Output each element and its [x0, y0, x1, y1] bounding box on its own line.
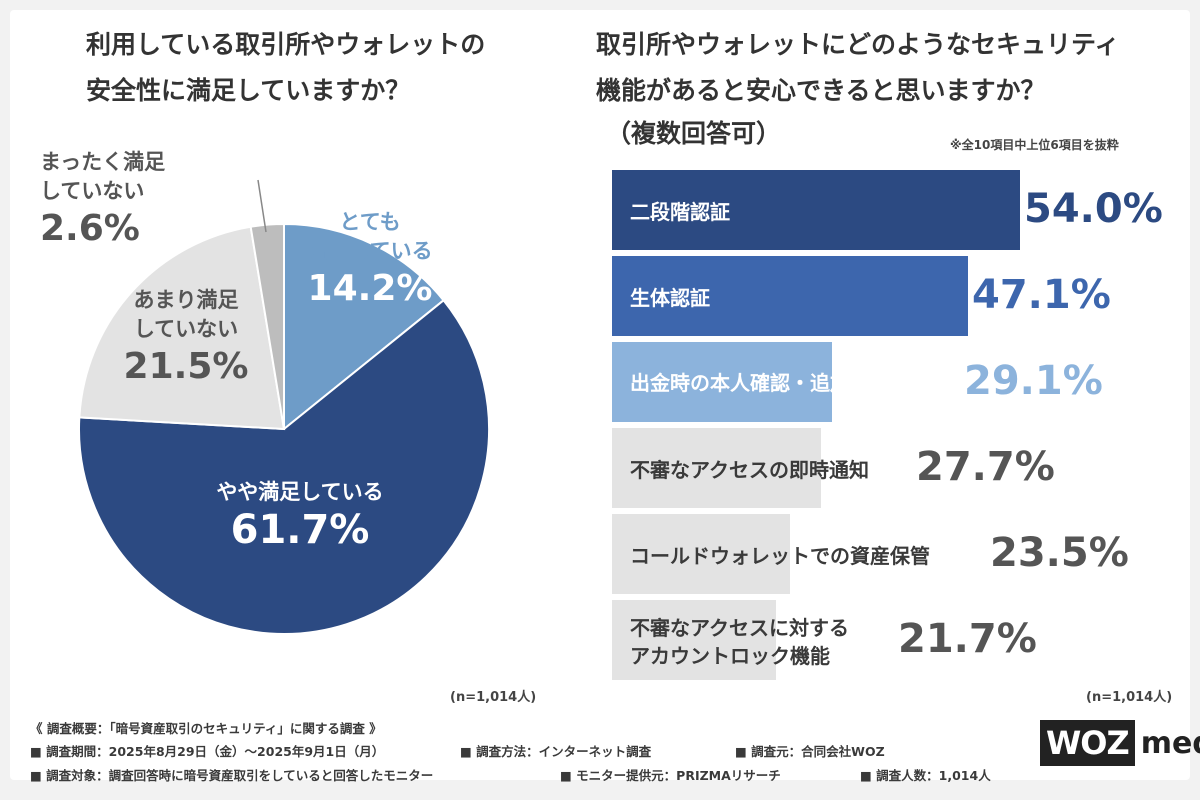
footer-provider: ■ モニター提供元：PRIZMAリサーチ — [560, 768, 781, 783]
footer-count: ■ 調査人数：1,014人 — [860, 768, 991, 783]
pie-label-line: していない — [133, 317, 239, 341]
logo-box: WOZ — [1040, 720, 1135, 766]
footer-target: ■ 調査対象：調査回答時に暗号資産取引をしていると回答したモニター — [30, 768, 434, 783]
pie-label-line: まったく満足 — [40, 150, 166, 174]
footer-survey-heading: 《 調査概要：「暗号資産取引のセキュリティ」に関する調査 》 — [30, 721, 382, 736]
pie-value: 21.5% — [123, 346, 249, 387]
pie-label-not-very-satisfied: あまり満足 していない 21.5% — [106, 286, 266, 390]
right-sample-size: (n=1,014人) — [1086, 690, 1173, 705]
pie-slice — [78, 225, 286, 431]
pie-slice — [283, 222, 445, 432]
left-title-line2: 安全性に満足していますか？ — [86, 76, 411, 105]
right-title-line2: 機能があると安心できると思いますか？ — [596, 76, 1046, 105]
pie-value: 61.7% — [230, 507, 370, 553]
pie-label-line: していない — [40, 179, 145, 203]
pie-label-line: 満足している — [307, 239, 433, 263]
woz-media-logo: WOZ media — [1040, 720, 1200, 766]
left-sample-size: (n=1,014人) — [450, 690, 537, 705]
footer-period: ■ 調査期間：2025年8月29日（金）～2025年9月1日（月） — [30, 744, 385, 759]
pie-slice — [78, 298, 490, 635]
pie-label-somewhat-satisfied: やや満足している 61.7% — [180, 478, 420, 553]
footer-source: ■ 調査元：合同会社WOZ — [735, 744, 885, 759]
pie-label-line: とても — [339, 210, 401, 234]
pie-label-very-satisfied: とても 満足している 14.2% — [280, 208, 460, 312]
pie-leader-line — [257, 179, 267, 233]
right-subtitle: （複数回答可） — [606, 119, 782, 148]
footer-method: ■ 調査方法：インターネット調査 — [460, 744, 652, 759]
pie-label-line: やや満足している — [216, 480, 384, 504]
pie-value: 2.6% — [40, 208, 140, 249]
left-chart-title: 利用している取引所やウォレットの 安全性に満足していますか？ — [86, 22, 485, 114]
logo-text: media — [1140, 725, 1200, 761]
pie-label-line: あまり満足 — [133, 288, 239, 312]
right-chart-title: 取引所やウォレットにどのようなセキュリティ 機能があると安心できると思いますか？ — [596, 22, 1120, 114]
left-title-line1: 利用している取引所やウォレットの — [86, 30, 486, 59]
pie-label-not-at-all-satisfied: まったく満足 していない 2.6% — [40, 148, 200, 252]
right-title-line1: 取引所やウォレットにどのようなセキュリティ — [596, 30, 1120, 59]
right-note: ※全10項目中上位6項目を抜粋 — [950, 138, 1119, 152]
pie-slice — [249, 222, 285, 430]
pie-value: 14.2% — [307, 268, 433, 309]
